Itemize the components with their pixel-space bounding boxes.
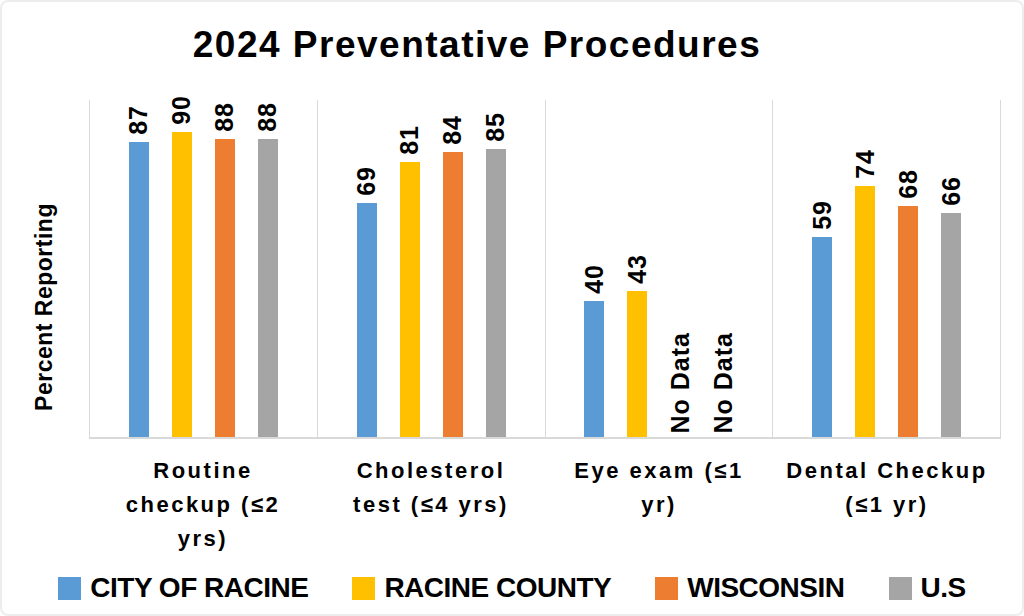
bar-value-label: 84 [440, 115, 465, 145]
bar [400, 162, 420, 437]
bar [129, 142, 149, 437]
bar-column: 87 [126, 100, 152, 437]
bar-value-label: 40 [582, 264, 607, 294]
bar-column: 88 [255, 100, 281, 437]
bar-value-label: 66 [939, 176, 964, 206]
bar-column: 84 [440, 100, 466, 437]
bar [627, 291, 647, 437]
bar [812, 237, 832, 437]
legend-item: U.S [889, 572, 966, 604]
bar-value-label: 85 [483, 112, 508, 142]
bar-column: 81 [397, 100, 423, 437]
bar-group: 69 81 84 85 [317, 100, 545, 437]
bar-value-label: 88 [255, 102, 280, 132]
legend-label: CITY OF RACINE [90, 572, 308, 604]
bar-column: 40 [581, 100, 607, 437]
bar-value-label: 81 [397, 125, 422, 155]
bar-column: 43 [624, 100, 650, 437]
x-axis-labels: Routine checkup (≤2 yrs)Cholesterol test… [89, 454, 1001, 556]
legend-item: WISCONSIN [655, 572, 844, 604]
plot-area: 87 90 88 88 69 81 84 85 40 43 No Data No Data 59 74 68… [89, 100, 1001, 439]
bar [898, 206, 918, 437]
legend-swatch [655, 577, 678, 600]
bar [172, 132, 192, 437]
bar [941, 213, 961, 437]
legend-swatch [352, 577, 375, 600]
x-axis-label: Eye exam (≤1 yr) [545, 454, 773, 556]
bar [215, 139, 235, 437]
x-axis-label: Cholesterol test (≤4 yrs) [317, 454, 545, 556]
bar-column: 85 [483, 100, 509, 437]
bar [357, 203, 377, 437]
bar [584, 301, 604, 437]
x-axis-label: Routine checkup (≤2 yrs) [89, 454, 317, 556]
no-data-label: No Data [711, 332, 736, 433]
bar-value-label: 87 [126, 105, 151, 135]
bar [258, 139, 278, 437]
bar-value-label: 43 [625, 254, 650, 284]
bar-column: 69 [354, 100, 380, 437]
legend-item: CITY OF RACINE [58, 572, 308, 604]
bar-value-label: 90 [169, 95, 194, 125]
bar-column: 68 [895, 100, 921, 437]
bar-value-label: 69 [354, 166, 379, 196]
legend-item: RACINE COUNTY [352, 572, 611, 604]
bar-column: 66 [938, 100, 964, 437]
bar-value-label: 74 [853, 149, 878, 179]
no-data-label: No Data [668, 332, 693, 433]
bar [443, 152, 463, 437]
x-axis-label: Dental Checkup (≤1 yr) [773, 454, 1001, 556]
bar-value-label: 68 [896, 169, 921, 199]
legend-swatch [58, 577, 81, 600]
legend-label: WISCONSIN [687, 572, 844, 604]
legend-label: RACINE COUNTY [384, 572, 611, 604]
y-axis-label: Percent Reporting [31, 203, 58, 411]
bar-column: 74 [852, 100, 878, 437]
bar-group: 59 74 68 66 [772, 100, 1000, 437]
bar-column: 90 [169, 100, 195, 437]
chart-container: 2024 Preventative Procedures Percent Rep… [0, 0, 1024, 616]
bar-column: No Data [667, 100, 693, 437]
bar-value-label: 88 [212, 102, 237, 132]
bar-column: No Data [710, 100, 736, 437]
bar [486, 149, 506, 437]
legend-swatch [889, 577, 912, 600]
bar [855, 186, 875, 437]
bar-column: 59 [809, 100, 835, 437]
bar-column: 88 [212, 100, 238, 437]
legend: CITY OF RACINE RACINE COUNTY WISCONSIN U.S [2, 572, 1022, 604]
chart-title: 2024 Preventative Procedures [2, 24, 1022, 66]
bar-group: 87 90 88 88 [90, 100, 317, 437]
bar-value-label: 59 [810, 200, 835, 230]
bar-group: 40 43 No Data No Data [545, 100, 773, 437]
legend-label: U.S [921, 572, 966, 604]
